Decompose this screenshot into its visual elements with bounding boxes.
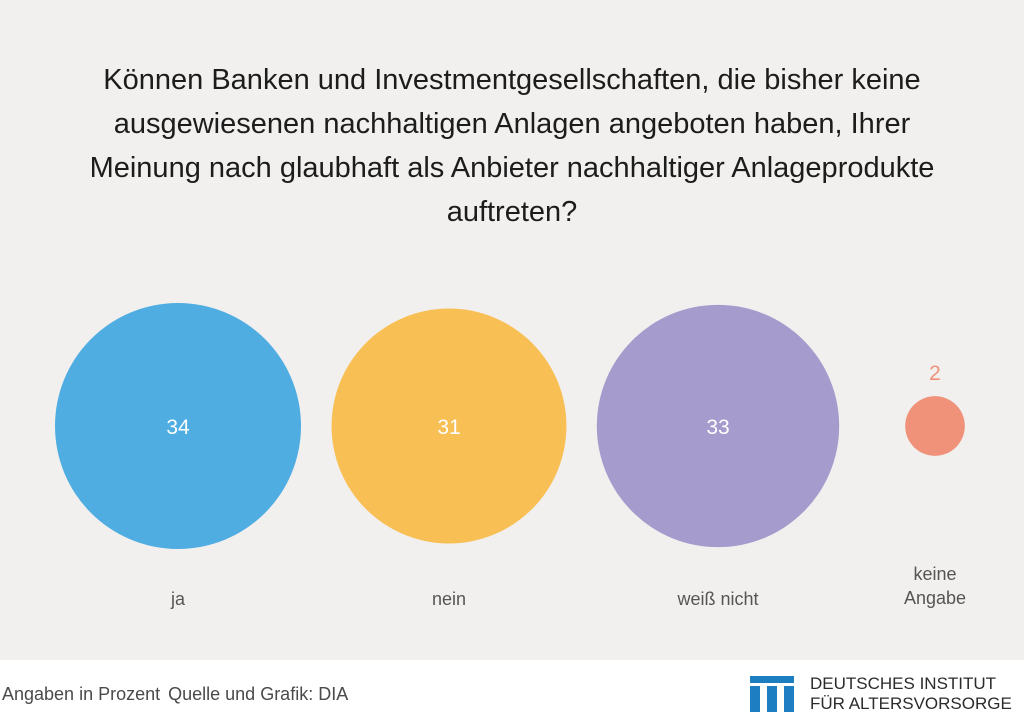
bubble-chart: 34 ja 31 nein 33 weiß nicht 2 keine Angabe	[55, 303, 966, 609]
bubble-group-1: 31 nein	[331, 308, 567, 609]
bubble-group-3: 2 keine Angabe	[904, 362, 966, 608]
value-label-0: 34	[166, 416, 190, 439]
value-label-3: 2	[929, 362, 941, 385]
dia-logo-icon	[750, 676, 794, 712]
value-label-1: 31	[437, 416, 460, 439]
logo-line-2: FÜR ALTERSVORSORGE	[810, 694, 1012, 713]
category-label-3: keine Angabe	[904, 564, 966, 608]
category-label-1: nein	[432, 589, 466, 609]
source-note: Quelle und Grafik: DIA	[168, 684, 349, 704]
chart-title: Können Banken und Investmentgesellschaft…	[89, 64, 935, 228]
dia-logo: DEUTSCHES INSTITUT FÜR ALTERSVORSORGE	[750, 674, 1024, 714]
bubble-0	[55, 303, 301, 549]
bubble-1	[331, 308, 567, 544]
bubble-group-2: 33 weiß nicht	[596, 304, 840, 609]
unit-note: Angaben in Prozent	[2, 684, 161, 704]
dia-logo-text: DEUTSCHES INSTITUT FÜR ALTERSVORSORGE	[810, 674, 1024, 714]
value-label-2: 33	[706, 416, 729, 439]
bubble-2	[596, 304, 840, 548]
bubble-3	[905, 396, 965, 456]
logo-line-1: DEUTSCHES INSTITUT	[810, 674, 997, 693]
bubble-group-0: 34 ja	[55, 303, 301, 609]
category-label-0: ja	[170, 589, 186, 609]
category-label-2: weiß nicht	[676, 589, 758, 609]
footer-note: Angaben in Prozent Quelle und Grafik: DIA	[2, 684, 356, 705]
